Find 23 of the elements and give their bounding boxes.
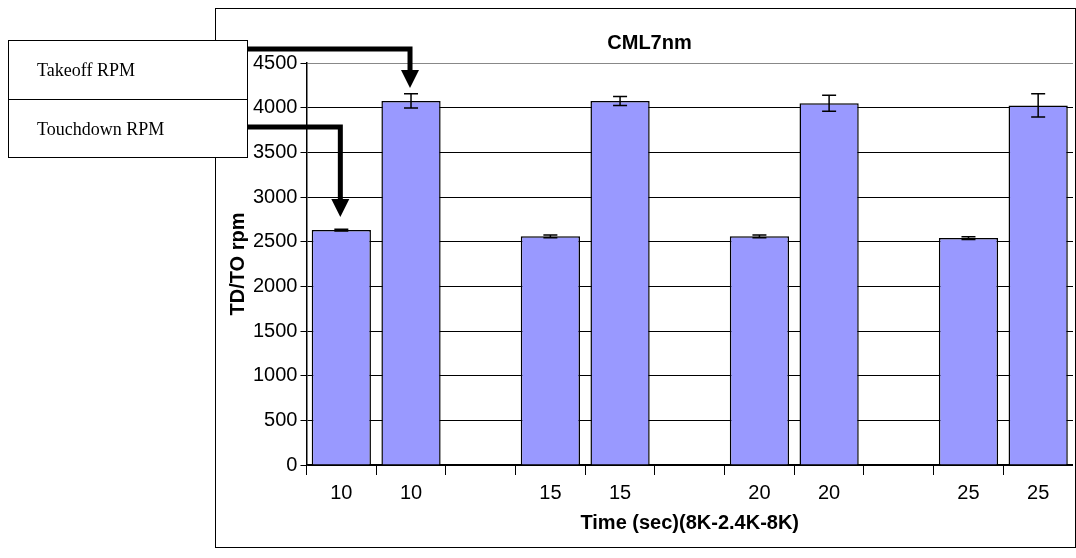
y-tick-label: 0: [286, 452, 298, 475]
y-tick-label: 3000: [252, 184, 298, 207]
x-tick-label: 10: [399, 480, 423, 503]
y-tick-label: 4000: [252, 95, 298, 118]
x-tick-label: 25: [957, 480, 980, 503]
y-tick-label: 1000: [252, 363, 298, 386]
text: Takeoff RPM: [36, 59, 136, 82]
chart-title: CML7nm: [607, 30, 692, 53]
y-tick-label: 500: [264, 407, 298, 430]
x-tick-label: 20: [817, 480, 841, 503]
y-tick-label: 2000: [252, 273, 298, 296]
x-tick-label: 10: [330, 480, 353, 503]
x-tick-label: 20: [748, 480, 771, 503]
text: Touchdown RPM: [9, 99, 247, 157]
y-tick-label: 3500: [252, 139, 298, 162]
y-tick-label: 2500: [252, 229, 298, 252]
x-axis-title: Time (sec)(8K-2.4K-8K): [580, 510, 800, 533]
x-tick-label: 25: [1027, 480, 1050, 503]
y-axis-title: TD/TO rpm: [225, 212, 248, 316]
y-tick-label: 4500: [252, 50, 298, 73]
x-tick-label: 15: [539, 480, 562, 503]
y-tick-label: 1500: [252, 318, 298, 341]
x-tick-label: 15: [608, 480, 632, 503]
